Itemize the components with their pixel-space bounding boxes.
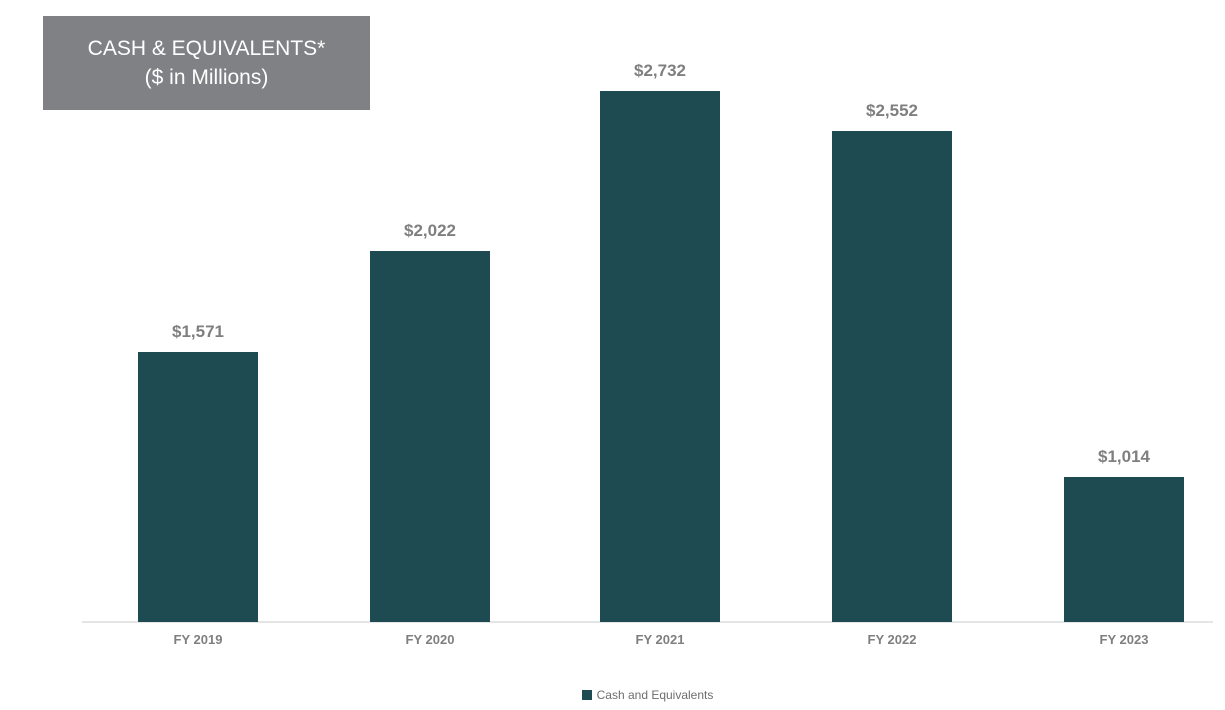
x-axis-label-fy-2020: FY 2020 bbox=[405, 632, 455, 647]
bar-fy-2019 bbox=[138, 352, 258, 622]
bar-value-label-fy-2023: $1,014 bbox=[1098, 447, 1150, 466]
legend: Cash and Equivalents bbox=[82, 688, 1213, 702]
legend-label: Cash and Equivalents bbox=[596, 688, 714, 702]
legend-swatch-icon bbox=[581, 690, 592, 700]
bar-fy-2023 bbox=[1064, 477, 1184, 622]
chart-title-box: CASH & EQUIVALENTS* ($ in Millions) bbox=[43, 16, 370, 110]
x-axis-label-fy-2022: FY 2022 bbox=[867, 632, 917, 647]
bar-value-label-fy-2019: $1,571 bbox=[172, 322, 224, 341]
bar-value-label-fy-2020: $2,022 bbox=[404, 221, 456, 240]
x-axis-label-fy-2021: FY 2021 bbox=[635, 632, 685, 647]
bar-value-label-fy-2021: $2,732 bbox=[634, 61, 686, 80]
x-axis-label-fy-2019: FY 2019 bbox=[173, 632, 223, 647]
chart-title-line1: CASH & EQUIVALENTS* bbox=[87, 37, 326, 60]
x-axis-line bbox=[82, 621, 1213, 623]
bar-fy-2020 bbox=[370, 251, 490, 622]
bar-fy-2021 bbox=[600, 91, 720, 622]
chart-title-line2: ($ in Millions) bbox=[144, 66, 269, 89]
bar-value-label-fy-2022: $2,552 bbox=[866, 101, 918, 120]
x-axis-label-fy-2023: FY 2023 bbox=[1099, 632, 1149, 647]
bar-fy-2022 bbox=[832, 131, 952, 622]
